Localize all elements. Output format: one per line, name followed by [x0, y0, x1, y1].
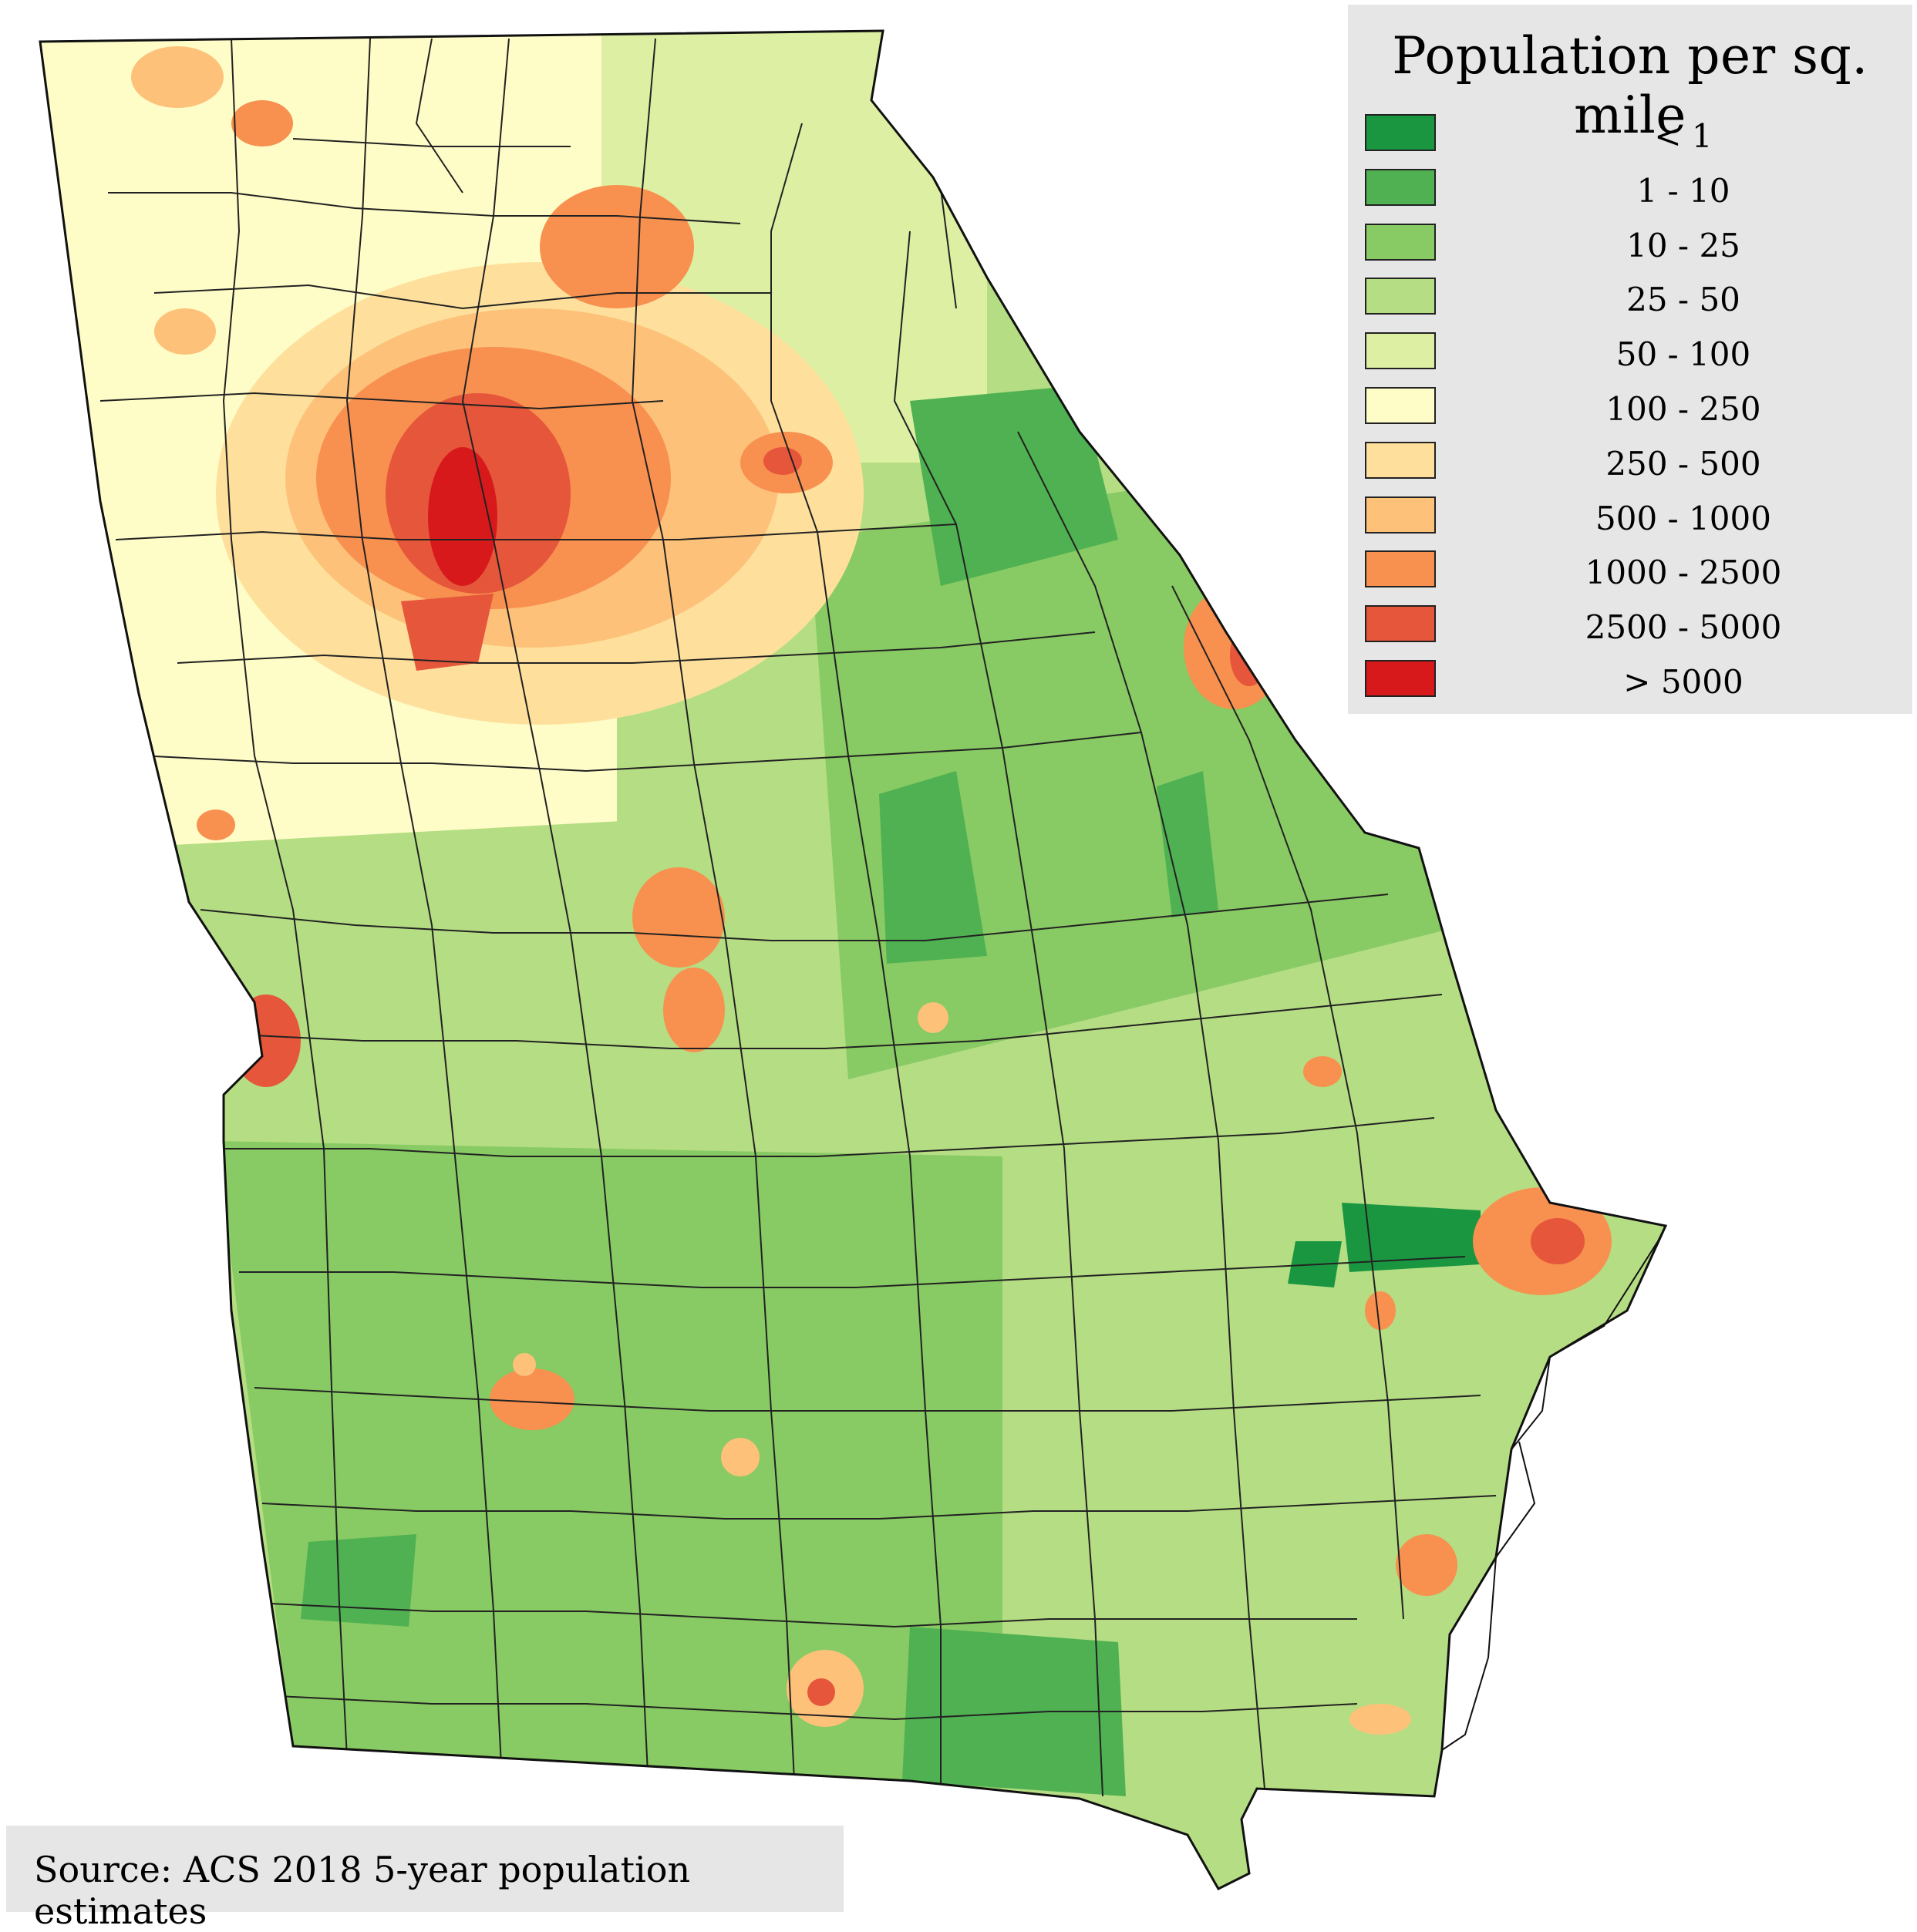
tifton-city [721, 1438, 760, 1476]
gwinnett-north [540, 185, 694, 308]
savannah-core [1531, 1218, 1585, 1264]
legend-title: Population per sq. mile [1392, 26, 1868, 145]
legend-item: 10 - 25 [1348, 223, 1912, 264]
legend-label: 500 - 1000 [1595, 499, 1771, 537]
legend-label: > 5000 [1623, 663, 1743, 701]
legend-swatch [1365, 441, 1436, 479]
legend-item: 1 - 10 [1348, 168, 1912, 210]
legend-swatch [1365, 496, 1436, 533]
south-west-region [216, 1141, 1002, 1789]
legend-label: 25 - 50 [1626, 281, 1740, 319]
atlanta-south [401, 594, 494, 671]
legend-swatch [1365, 223, 1436, 261]
statesboro-city [1303, 1056, 1342, 1087]
albany-city [490, 1368, 574, 1430]
legend-label: 10 - 25 [1626, 226, 1740, 264]
legend-swatch [1365, 332, 1436, 370]
macon-city [632, 867, 725, 968]
legend-swatch [1365, 660, 1436, 697]
south-east-region [1002, 1002, 1504, 1796]
north-west-city [131, 46, 224, 108]
okefenokee-region [902, 1627, 1126, 1796]
legend-label: 100 - 250 [1605, 390, 1761, 428]
legend-label: < 1 [1654, 117, 1713, 155]
source-text: Source: ACS 2018 5-year population estim… [34, 1849, 691, 1932]
legend-label: 250 - 500 [1605, 444, 1761, 483]
atlanta-downtown [428, 447, 497, 586]
legend-label: 2500 - 5000 [1585, 608, 1782, 647]
very-low-density-area [1342, 1203, 1481, 1272]
legend-label: 50 - 100 [1615, 335, 1751, 374]
legend-item: < 1 [1348, 114, 1912, 155]
low-density-area [910, 385, 1118, 586]
legend-item: 250 - 500 [1348, 441, 1912, 483]
town [513, 1353, 536, 1376]
legend-item: > 5000 [1348, 660, 1912, 701]
legend-label: 1000 - 2500 [1585, 554, 1782, 592]
dalton-city [231, 100, 293, 146]
legend-item: 25 - 50 [1348, 278, 1912, 318]
legend-item: 500 - 1000 [1348, 496, 1912, 537]
legend-item: 1000 - 2500 [1348, 550, 1912, 591]
brunswick-city [1396, 1534, 1457, 1596]
legend-label: 1 - 10 [1636, 171, 1730, 210]
low-density-area [301, 1534, 416, 1627]
low-density-area [879, 771, 987, 964]
legend-swatch [1365, 387, 1436, 424]
legend-panel: Population per sq. mile < 1 1 - 10 10 - 25… [1348, 5, 1912, 714]
legend-swatch [1365, 168, 1436, 206]
st-marys-city [1349, 1704, 1411, 1735]
source-note: Source: ACS 2018 5-year population estim… [6, 1826, 844, 1932]
coastal-islands-outline [1441, 1225, 1666, 1751]
rome-city [154, 308, 216, 355]
valdosta-core [807, 1678, 835, 1706]
legend-item: 50 - 100 [1348, 332, 1912, 374]
athens-core [763, 447, 802, 475]
legend-swatch [1365, 550, 1436, 588]
lagrange-city [197, 809, 235, 840]
county-borders [99, 38, 1497, 1797]
warner-robins-city [663, 968, 725, 1052]
augusta-core [1230, 624, 1268, 686]
legend-swatch [1365, 114, 1436, 151]
legend-swatch [1365, 278, 1436, 315]
dublin-city [918, 1002, 948, 1033]
legend-swatch [1365, 605, 1436, 643]
legend-item: 100 - 250 [1348, 387, 1912, 428]
hinesville-city [1365, 1291, 1396, 1330]
columbus-city [231, 995, 301, 1087]
legend-item: 2500 - 5000 [1348, 605, 1912, 647]
low-density-area [1157, 771, 1218, 917]
